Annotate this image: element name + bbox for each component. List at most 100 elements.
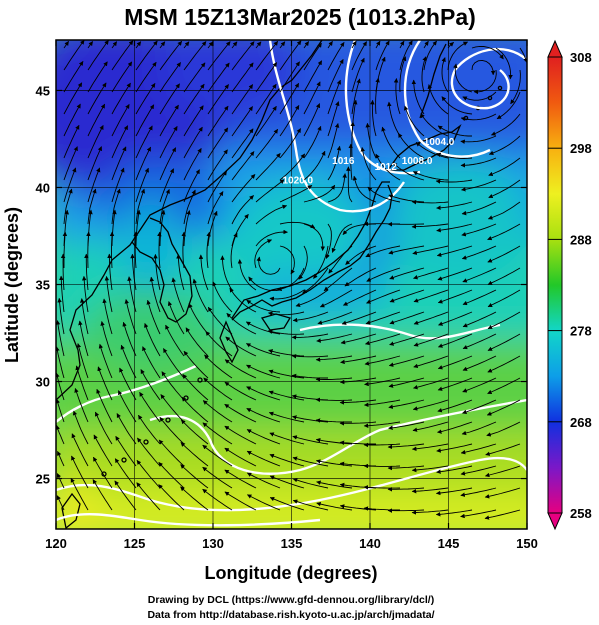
streamline — [413, 333, 449, 347]
streamline — [411, 79, 425, 115]
y-axis-title: Latitude (degrees) — [2, 207, 22, 363]
streamline — [461, 223, 497, 237]
streamline — [224, 359, 257, 379]
streamline — [292, 415, 329, 423]
x-tick-label: 150 — [516, 536, 538, 551]
streamline — [207, 127, 229, 159]
streamline — [63, 103, 81, 137]
y-axis: 25 30 35 40 45 — [36, 83, 527, 487]
streamline — [111, 125, 129, 159]
streamline — [292, 477, 329, 489]
streamline — [202, 488, 233, 511]
streamline — [207, 105, 229, 137]
streamline — [436, 201, 473, 211]
streamline — [365, 122, 377, 159]
streamline — [411, 487, 449, 494]
streamline — [248, 276, 281, 292]
streamline — [437, 421, 473, 434]
streamline — [302, 267, 329, 294]
streamline — [412, 171, 449, 181]
streamline — [411, 199, 449, 205]
streamline — [412, 399, 449, 411]
streamline — [183, 41, 190, 49]
streamline — [71, 433, 89, 467]
streamline — [487, 245, 521, 263]
streamline — [100, 321, 113, 357]
streamline — [399, 56, 407, 93]
streamline — [303, 41, 310, 49]
streamline — [255, 153, 281, 181]
streamline — [399, 40, 413, 71]
streamline — [345, 245, 377, 265]
streamline — [255, 229, 288, 247]
streamline — [62, 231, 68, 268]
streamline — [246, 364, 281, 379]
streamline — [247, 494, 281, 511]
streamline — [111, 188, 121, 225]
streamline — [269, 497, 305, 511]
streamline — [375, 40, 381, 49]
streamline — [157, 231, 162, 269]
x-tick-label: 125 — [124, 536, 146, 551]
streamline — [255, 41, 262, 49]
streamline — [461, 179, 497, 192]
streamline — [436, 223, 473, 233]
streamline — [316, 333, 353, 343]
isobar-label: 1012 — [375, 162, 398, 173]
streamline — [317, 311, 353, 325]
streamline — [438, 311, 473, 326]
streamline — [87, 41, 94, 49]
streamline — [207, 170, 227, 203]
streamline — [460, 509, 497, 519]
streamline — [389, 311, 425, 325]
streamline — [136, 482, 161, 511]
streamline — [303, 103, 321, 137]
streamline — [437, 125, 472, 137]
streamline — [212, 281, 233, 313]
streamline — [403, 105, 425, 137]
streamline — [279, 245, 295, 275]
streamline — [313, 245, 329, 279]
streamline — [93, 434, 113, 467]
streamline — [360, 146, 377, 181]
streamline — [183, 169, 200, 203]
streamline — [111, 82, 131, 115]
streamline — [87, 146, 102, 181]
streamline — [298, 245, 308, 280]
streamline — [207, 191, 224, 225]
streamline — [224, 381, 257, 401]
streamline — [487, 311, 521, 330]
streamline — [461, 421, 497, 436]
streamline — [462, 91, 497, 101]
streamline — [111, 61, 133, 93]
streamline — [316, 501, 353, 511]
streamline — [411, 465, 449, 473]
colorbar: 258 268 278 288 298 308 — [547, 39, 592, 531]
isobar-label: 1004.0 — [424, 137, 455, 148]
streamline — [453, 63, 473, 93]
streamline — [159, 83, 180, 115]
streamline — [98, 343, 113, 379]
streamline — [279, 40, 302, 71]
streamline — [56, 424, 65, 445]
streamline — [146, 299, 161, 335]
streamline — [81, 275, 89, 313]
streamline — [255, 83, 277, 115]
streamline — [510, 69, 521, 105]
streamline — [437, 355, 473, 370]
streamline — [495, 47, 513, 80]
streamline — [268, 411, 305, 423]
streamline — [413, 377, 449, 390]
streamline — [363, 442, 401, 448]
streamline — [102, 298, 113, 335]
colorbar-tick-label: 288 — [570, 232, 592, 247]
streamline — [447, 41, 469, 71]
streamline — [63, 124, 80, 159]
streamline — [364, 333, 401, 346]
streamline — [292, 499, 329, 511]
streamline — [159, 62, 181, 93]
streamline — [63, 61, 84, 93]
streamline — [56, 346, 65, 379]
streamline — [135, 188, 146, 225]
streamline — [412, 421, 449, 432]
